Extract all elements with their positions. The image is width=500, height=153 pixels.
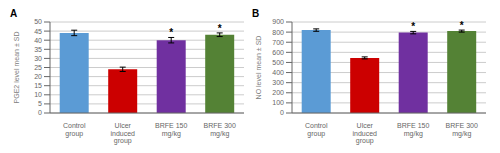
svg-text:15: 15 bbox=[34, 82, 42, 89]
svg-text:50: 50 bbox=[34, 18, 42, 25]
svg-text:45: 45 bbox=[34, 28, 42, 35]
svg-text:PGE2 level mean ± SD: PGE2 level mean ± SD bbox=[13, 32, 20, 104]
svg-text:*: * bbox=[411, 21, 415, 32]
svg-text:500: 500 bbox=[272, 59, 284, 66]
svg-text:800: 800 bbox=[272, 29, 284, 36]
svg-text:200: 200 bbox=[272, 89, 284, 96]
svg-text:700: 700 bbox=[272, 39, 284, 46]
svg-text:BRFE 150mg/kg: BRFE 150mg/kg bbox=[155, 122, 187, 138]
svg-text:400: 400 bbox=[272, 69, 284, 76]
html-text:B: B bbox=[252, 8, 260, 19]
svg-text:Ulcerinducedgroup: Ulcerinducedgroup bbox=[352, 122, 377, 145]
svg-text:*: * bbox=[460, 20, 464, 31]
svg-text:10: 10 bbox=[34, 91, 42, 98]
svg-text:300: 300 bbox=[272, 79, 284, 86]
svg-text:35: 35 bbox=[34, 46, 42, 53]
svg-text:BRFE 150mg/kg: BRFE 150mg/kg bbox=[397, 122, 429, 138]
svg-text:Controlgroup: Controlgroup bbox=[305, 122, 328, 138]
svg-text:40: 40 bbox=[34, 37, 42, 44]
svg-text:600: 600 bbox=[272, 49, 284, 56]
svg-text:20: 20 bbox=[34, 73, 42, 80]
svg-text:BRFE 300mg/kg: BRFE 300mg/kg bbox=[204, 122, 236, 138]
svg-text:NO level mean ± SD: NO level mean ± SD bbox=[255, 36, 262, 100]
svg-text:30: 30 bbox=[34, 55, 42, 62]
svg-text:5: 5 bbox=[38, 100, 42, 107]
svg-text:0: 0 bbox=[280, 109, 284, 116]
svg-text:*: * bbox=[218, 23, 222, 34]
svg-text:*: * bbox=[169, 27, 173, 38]
svg-text:Ulcerinducedgroup: Ulcerinducedgroup bbox=[110, 122, 135, 145]
svg-text:900: 900 bbox=[272, 18, 284, 25]
svg-text:100: 100 bbox=[272, 99, 284, 106]
svg-text:25: 25 bbox=[34, 64, 42, 71]
svg-text:BRFE 300mg/kg: BRFE 300mg/kg bbox=[446, 122, 478, 138]
svg-text:Controlgroup: Controlgroup bbox=[63, 122, 86, 138]
svg-text:0: 0 bbox=[38, 109, 42, 116]
html-text:A: A bbox=[10, 8, 18, 19]
